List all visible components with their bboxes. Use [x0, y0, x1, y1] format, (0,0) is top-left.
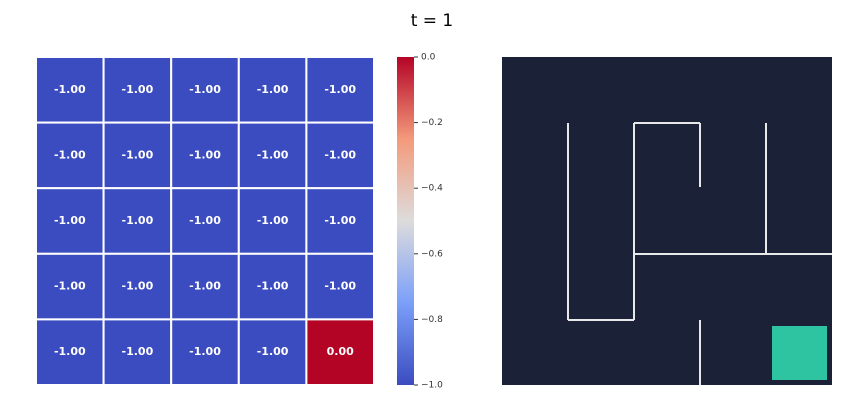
cell-label: -1.00 [257, 280, 289, 293]
heatmap-cell [35, 56, 105, 124]
colorbar-tick-label: −0.2 [421, 118, 443, 128]
cell-label: -1.00 [257, 214, 289, 227]
heatmap-cell [237, 56, 308, 124]
heatmap-cell [102, 318, 173, 386]
cell-label: -1.00 [257, 345, 289, 358]
heatmap-cell [305, 187, 375, 255]
heatmap-cell [305, 252, 375, 321]
cell-label: -1.00 [189, 83, 221, 96]
cell-label: -1.00 [189, 345, 221, 358]
colorbar-tick-label: −1.0 [421, 381, 443, 391]
cell-label: -1.00 [122, 345, 154, 358]
heatmap-cell [102, 56, 173, 124]
cell-label: -1.00 [54, 148, 86, 161]
maze [502, 57, 832, 385]
colorbar [397, 57, 414, 385]
heatmap-cell [305, 121, 375, 190]
colorbar-tick-label: 0.0 [421, 53, 436, 63]
cell-label: -1.00 [54, 280, 86, 293]
cell-label: -1.00 [189, 214, 221, 227]
heatmap-cell [102, 187, 173, 255]
heatmap-cell [305, 56, 375, 124]
cell-label: -1.00 [122, 280, 154, 293]
cell-label: -1.00 [257, 148, 289, 161]
heatmap-cell [170, 187, 240, 255]
heatmap-cell [35, 318, 105, 386]
cell-label: -1.00 [122, 214, 154, 227]
cell-label: -1.00 [189, 148, 221, 161]
heatmap-cell [170, 318, 240, 386]
colorbar-tick-label: −0.4 [421, 184, 443, 194]
chart-title: t = 1 [411, 11, 454, 31]
heatmap-cell [237, 252, 308, 321]
heatmap-cell [237, 318, 308, 386]
cell-label: -1.00 [324, 148, 356, 161]
cell-label: -1.00 [54, 345, 86, 358]
heatmap-cell [102, 121, 173, 190]
cell-label: -1.00 [122, 83, 154, 96]
cell-label: -1.00 [54, 214, 86, 227]
heatmap-cell [305, 318, 375, 386]
colorbar-tick-label: −0.8 [421, 315, 443, 325]
cell-label: -1.00 [189, 280, 221, 293]
heatmap-cell [35, 187, 105, 255]
heatmap-cell [35, 252, 105, 321]
cell-label: -1.00 [54, 83, 86, 96]
cell-label: -1.00 [122, 148, 154, 161]
goal [772, 326, 827, 380]
cell-label: -1.00 [324, 214, 356, 227]
colorbar-tick-label: −0.6 [421, 249, 443, 259]
cell-label: 0.00 [327, 345, 354, 358]
cell-label: -1.00 [257, 83, 289, 96]
heatmap-cell [237, 187, 308, 255]
heatmap-cell [102, 252, 173, 321]
heatmap-cell [35, 121, 105, 190]
cell-label: -1.00 [324, 280, 356, 293]
heatmap-cell [237, 121, 308, 190]
cell-label: -1.00 [324, 83, 356, 96]
